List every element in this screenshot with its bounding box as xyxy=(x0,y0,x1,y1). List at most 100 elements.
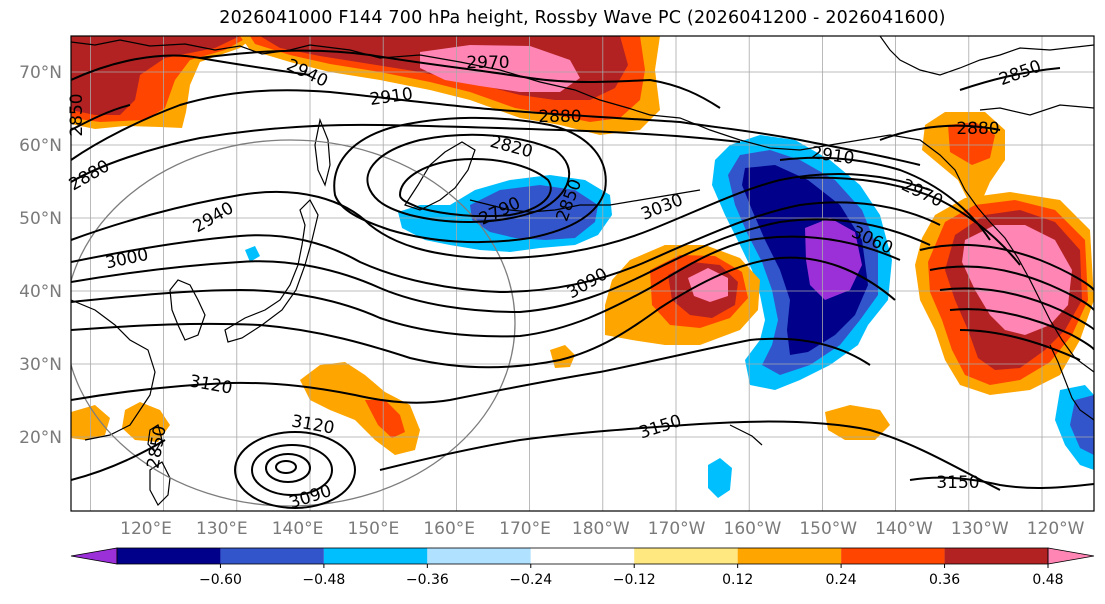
range-ring xyxy=(71,139,516,507)
coastline-hudson xyxy=(979,104,1094,116)
lon-label: 170°E xyxy=(499,519,551,539)
contour-west-coast-4 xyxy=(959,329,1081,361)
coastline-philippines xyxy=(149,461,171,506)
contour-3090-ring xyxy=(251,444,333,496)
contour-2850-east xyxy=(959,67,1061,91)
contour-2940-mid xyxy=(71,173,931,260)
coastline-baja xyxy=(1049,344,1094,421)
lon-label: 120°E xyxy=(120,519,172,539)
lon-label: 150°W xyxy=(799,519,857,539)
colorbar-tick-label: −0.48 xyxy=(302,572,345,588)
contour-2910-east xyxy=(779,156,991,241)
anomaly-blob-subtropical-west-red xyxy=(365,400,405,438)
contour-3000 xyxy=(71,201,941,294)
anomaly-blob-west-coast-pink xyxy=(962,225,1072,335)
contour-2880-east xyxy=(879,124,1001,141)
coastline-aleutians xyxy=(469,189,701,213)
contour-3030 xyxy=(71,218,931,314)
lat-label-70n: 70°N xyxy=(19,63,62,83)
anomaly-blob-south-china-sea xyxy=(122,402,170,442)
contour-2910 xyxy=(71,89,921,166)
colorbar-segment xyxy=(530,548,635,564)
lat-label-20n: 20°N xyxy=(19,428,62,448)
colorbar-extend-low xyxy=(70,547,118,565)
colorbar-segment xyxy=(323,548,428,564)
contour-label-4: 2880 xyxy=(538,107,581,127)
contour-2850-a xyxy=(71,104,131,131)
lat-label-40n: 40°N xyxy=(19,282,62,302)
colorbar-tick-label: 0.12 xyxy=(722,572,753,588)
colorbar-segment xyxy=(220,548,324,564)
lon-label: 130°W xyxy=(951,519,1009,539)
coastline-alaska xyxy=(649,114,979,209)
contour-low-center xyxy=(275,460,297,474)
colorbar-tick-label: −0.12 xyxy=(613,572,656,588)
lon-label: 140°W xyxy=(875,519,933,539)
lon-label: 150°E xyxy=(348,519,400,539)
coastline-kamchatka xyxy=(404,141,476,211)
contour-2880 xyxy=(71,123,741,183)
lon-label: 140°E xyxy=(272,519,324,539)
contour-3120-ring xyxy=(234,431,356,509)
colorbar-segment xyxy=(427,548,531,564)
contour-3150-east xyxy=(909,476,1094,489)
contour-west-coast-3 xyxy=(949,308,1094,351)
contour-west-coast-2 xyxy=(939,287,1094,331)
colorbar-extend-high xyxy=(1047,547,1095,565)
contour-trough-west-coast xyxy=(919,243,1094,291)
contour-label-1: 2970 xyxy=(466,53,509,73)
great-circle-ring xyxy=(71,139,516,507)
map-title: 2026041000 F144 700 hPa height, Rossby W… xyxy=(219,8,946,28)
colorbar-tick-label: 0.24 xyxy=(826,572,857,588)
contour-2850-b xyxy=(333,116,607,244)
anomaly-blob-tropical-cyan xyxy=(708,458,732,498)
colorbar-segment xyxy=(944,548,1048,564)
lon-label: 160°W xyxy=(724,519,782,539)
lat-label-30n: 30°N xyxy=(19,355,62,375)
colorbar-outline xyxy=(116,547,1049,565)
longitude-axis: 120°E 130°E 140°E 150°E 160°E 170°E 180°W 170°W… xyxy=(120,519,1085,539)
map-frame xyxy=(70,35,1095,512)
lon-label: 170°W xyxy=(648,519,706,539)
colorbar-segment xyxy=(841,548,945,564)
colorbar-tick-label: −0.60 xyxy=(199,572,242,588)
colorbar-tick-label: −0.36 xyxy=(406,572,449,588)
colorbar: −0.60 −0.48 −0.36 −0.24 −0.12 0.12 0.24 0.36 0.4… xyxy=(70,547,1095,588)
coastline-canada-west xyxy=(977,207,1094,373)
colorbar-segment xyxy=(117,548,221,564)
anomaly-blob-alaska-red xyxy=(948,122,995,165)
lon-label: 160°E xyxy=(423,519,475,539)
lat-label-60n: 60°N xyxy=(19,136,62,156)
latitude-axis: 70°N 60°N 50°N 40°N 30°N 20°N xyxy=(19,63,62,448)
contour-3090 xyxy=(71,256,896,369)
coastline-china-east xyxy=(71,299,156,441)
lon-label: 130°E xyxy=(196,519,248,539)
lat-label-50n: 50°N xyxy=(19,209,62,229)
contour-2970 xyxy=(199,49,721,109)
colorbar-segment xyxy=(634,548,738,564)
anomaly-blob-tropical-west xyxy=(550,345,575,368)
anomaly-blob-nw-dark xyxy=(71,36,240,115)
contour-2940 xyxy=(71,54,311,81)
contour-3150 xyxy=(71,420,1001,491)
contour-label-17: 2880 xyxy=(956,119,999,139)
height-contours xyxy=(71,49,1094,509)
colorbar-tick-label: 0.48 xyxy=(1032,572,1063,588)
contour-2820-ring xyxy=(366,133,571,223)
contour-label-23: 3150 xyxy=(936,473,979,493)
anomaly-blob-taiwan-cyan xyxy=(245,246,260,262)
colorbar-tick-label: 0.36 xyxy=(929,572,960,588)
coastline-sakhalin xyxy=(314,117,331,187)
coastline-taiwan xyxy=(147,424,163,454)
contour-2790-ring xyxy=(398,158,552,218)
lon-label: 120°W xyxy=(1027,519,1085,539)
contour-3120 xyxy=(71,337,871,404)
coastline-hawaii xyxy=(729,424,763,446)
lon-label: 180°W xyxy=(572,519,630,539)
contour-3060 xyxy=(71,235,901,338)
contour-3060-ring xyxy=(265,453,311,483)
contour-west-coast-1 xyxy=(929,265,1094,311)
anomaly-blob-sw-mexico-royal xyxy=(1070,395,1094,455)
contour-2970-east xyxy=(799,176,1021,266)
